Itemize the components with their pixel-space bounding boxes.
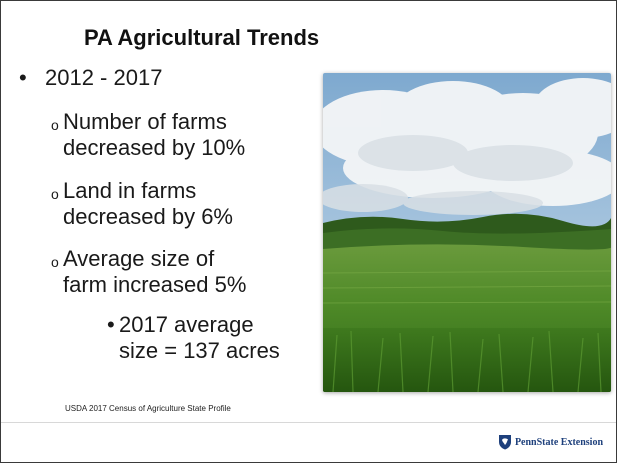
bullet-main: • 2012 - 2017 [19,65,162,91]
bullet-main-text: 2012 - 2017 [45,65,163,90]
nested-bullet-marker: • [107,312,115,337]
sub-bullet-land-text: Land in farms decreased by 6% [63,178,233,229]
nested-bullet-acres-text: 2017 average size = 137 acres [119,312,280,363]
sub-bullet-average-size: o Average size of farm increased 5% [51,246,331,298]
sub-bullet-marker: o [51,254,59,270]
footer-divider [1,422,616,423]
brand-name: PennState Extension [514,436,603,448]
bullet-marker: • [19,65,27,90]
farm-field-photo [323,73,611,392]
sub-bullet-farms-text: Number of farms decreased by 10% [63,109,246,160]
sub-bullet-land: o Land in farms decreased by 6% [51,178,331,230]
sub-bullet-marker: o [51,186,59,202]
nested-bullet-acres: • 2017 average size = 137 acres [107,312,347,364]
sub-bullet-marker: o [51,117,59,133]
penn-state-extension-logo: PennState Extension [498,434,603,450]
slide-title: PA Agricultural Trends [84,25,320,50]
sub-bullet-average-size-text: Average size of farm increased 5% [63,246,247,297]
penn-state-shield-icon [498,435,511,450]
sub-bullet-farms: o Number of farms decreased by 10% [51,109,331,161]
source-citation: USDA 2017 Census of Agriculture State Pr… [65,404,231,413]
